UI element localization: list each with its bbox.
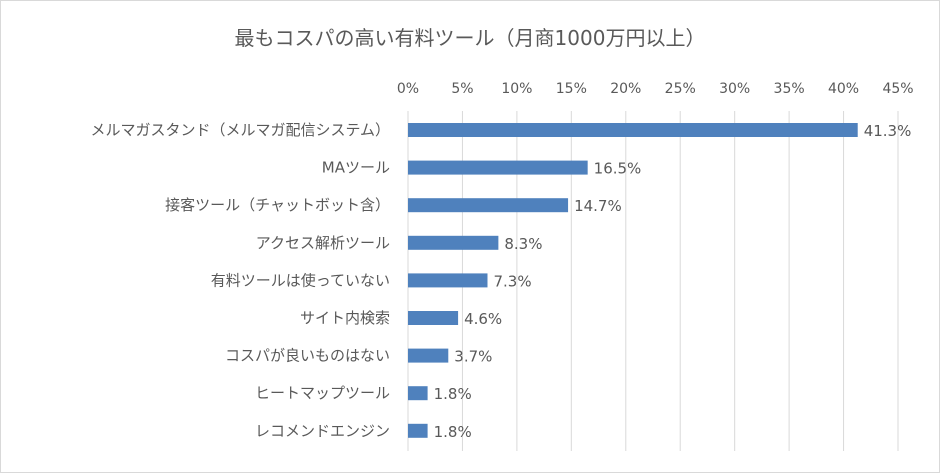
bar xyxy=(408,235,499,250)
x-tick-label: 35% xyxy=(774,81,805,97)
chart-title: 最もコスパの高い有料ツール（月商1000万円以上） xyxy=(235,26,706,50)
bar xyxy=(408,311,459,325)
x-tick-label: 20% xyxy=(610,81,641,97)
category-label: メルマガスタンド（メルマガ配信システム） xyxy=(90,121,390,139)
x-tick-label: 25% xyxy=(665,81,696,97)
bar xyxy=(408,386,428,401)
category-label: アクセス解析ツール xyxy=(256,234,390,252)
bar xyxy=(408,198,569,213)
x-tick-label: 15% xyxy=(556,81,587,97)
data-label: 16.5% xyxy=(594,160,642,178)
data-label: 41.3% xyxy=(864,122,912,140)
category-labels: メルマガスタンド（メルマガ配信システム） MAツール接客ツール（チャットボット含）… xyxy=(90,121,390,440)
x-tick-label: 45% xyxy=(882,81,913,97)
value-labels: 41.3% 16.5% 14.7% 8.3% 7.3% 4.6% 3.7% 1.8% 1.8% xyxy=(434,122,912,441)
data-label: 8.3% xyxy=(504,235,542,253)
category-label: サイト内検索 xyxy=(300,309,390,327)
x-tick-label: 30% xyxy=(719,81,750,97)
x-tick-label: 10% xyxy=(501,81,532,97)
category-label: 有料ツールは使っていない xyxy=(211,271,390,289)
bar xyxy=(408,123,858,137)
data-label: 1.8% xyxy=(434,423,472,441)
x-tick-label: 0% xyxy=(397,81,419,97)
x-tick-label: 5% xyxy=(451,81,473,97)
data-label: 4.6% xyxy=(464,310,502,328)
category-label: 接客ツール（チャットボット含） xyxy=(165,196,390,214)
bars xyxy=(408,123,858,438)
x-tick-label: 40% xyxy=(828,81,859,97)
data-label: 1.8% xyxy=(434,385,472,403)
data-label: 14.7% xyxy=(574,197,622,215)
category-label: MAツール xyxy=(322,159,390,177)
bar xyxy=(408,423,428,438)
data-label: 3.7% xyxy=(454,348,492,366)
bar xyxy=(408,273,488,288)
data-label: 7.3% xyxy=(493,272,531,290)
x-axis-ticks: 0% 5% 10% 15% 20% 25% 30% 35% 40% 45% xyxy=(397,81,914,97)
category-label: ヒートマップツール xyxy=(255,384,390,402)
bar xyxy=(408,348,449,363)
category-label: レコメンドエンジン xyxy=(255,422,390,440)
category-label: コスパが良いものはない xyxy=(225,347,390,365)
bar xyxy=(408,160,588,175)
